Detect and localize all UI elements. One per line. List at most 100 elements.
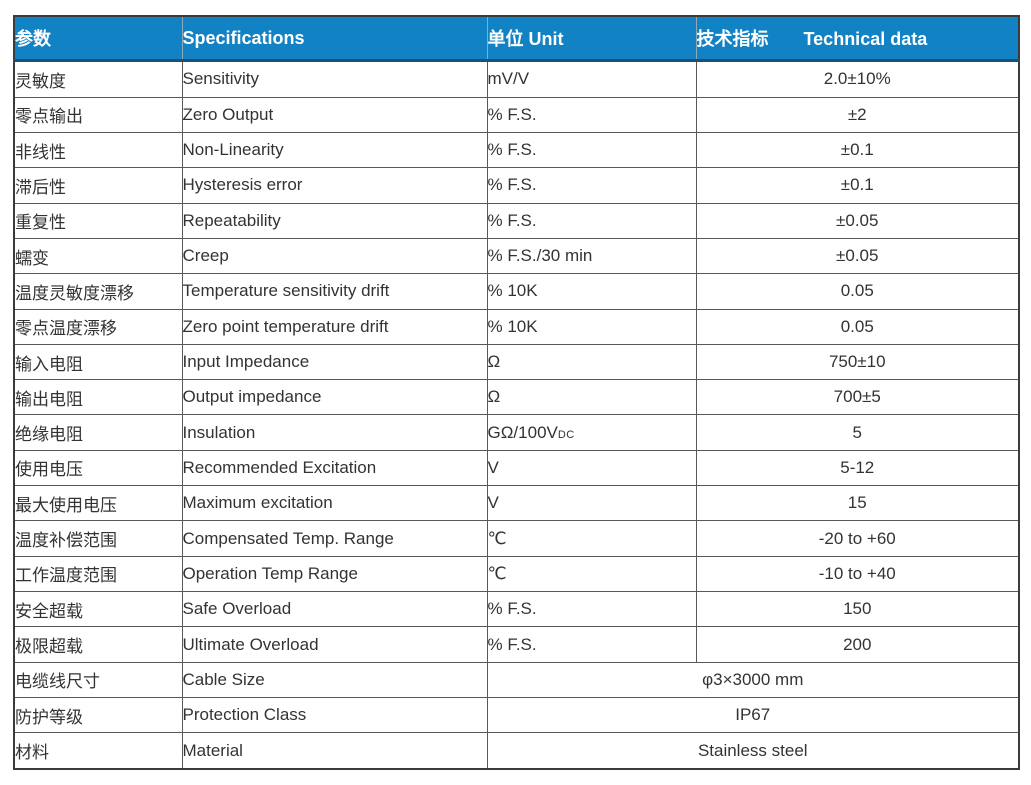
value-cell: 0.05	[695, 273, 1020, 310]
table-row: 工作温度范围 Operation Temp Range ℃ -10 to +40	[13, 555, 1020, 593]
value-cell: IP67	[486, 696, 1020, 734]
unit-subscript: DC	[557, 428, 575, 441]
spec-en-cell: Creep	[181, 237, 488, 275]
unit-cell: GΩ/100VDC	[486, 414, 697, 451]
param-cn-cell: 输出电阻	[13, 379, 183, 416]
param-cn-cell: 电缆线尺寸	[13, 661, 183, 698]
spec-en-cell: Protection Class	[181, 696, 488, 734]
table-row: 绝缘电阻 Insulation GΩ/100VDC 5	[13, 414, 1020, 451]
value-cell: -10 to +40	[695, 555, 1020, 593]
specifications-table: 参数 Specifications 单位 Unit 技术指标 Technical…	[13, 15, 1020, 770]
value-cell: ±0.1	[695, 131, 1020, 169]
value-cell: 150	[695, 591, 1020, 628]
value-cell: ±0.05	[695, 202, 1020, 239]
header-row: 参数 Specifications 单位 Unit 技术指标 Technical…	[14, 16, 1019, 62]
value-cell: ±0.05	[695, 237, 1020, 275]
param-cn-cell: 输入电阻	[13, 343, 183, 381]
unit-cell: % 10K	[486, 273, 697, 310]
param-cn-cell: 温度补偿范围	[13, 520, 183, 557]
unit-cell: % F.S.	[486, 167, 697, 204]
header-specifications: Specifications	[182, 16, 488, 62]
table-row: 蠕变 Creep% F.S./30 min ±0.05	[13, 237, 1020, 275]
table-row: 滞后性 Hysteresis error% F.S. ±0.1	[13, 167, 1020, 204]
table-row: 灵敏度 Sensitivity mV/V 2.0±10%	[13, 60, 1020, 98]
table-row: 重复性 Repeatability% F.S. ±0.05	[13, 202, 1020, 239]
unit-cell: Ω	[486, 343, 697, 381]
param-cn-cell: 材料	[13, 732, 183, 770]
param-cn-cell: 绝缘电阻	[13, 414, 183, 451]
value-cell: 200	[695, 626, 1020, 663]
unit-cell: % F.S.	[486, 626, 697, 663]
table-row: 输入电阻 Input Impedance Ω 750±10	[13, 343, 1020, 381]
spec-en-cell: Operation Temp Range	[181, 555, 488, 593]
unit-cell: % 10K	[486, 308, 697, 345]
header-unit: 单位 Unit	[487, 16, 697, 62]
spec-en-cell: Ultimate Overload	[181, 626, 488, 663]
value-cell: 750±10	[695, 343, 1020, 381]
spec-en-cell: Zero point temperature drift	[181, 308, 488, 345]
value-cell: -20 to +60	[695, 520, 1020, 557]
table-row: 最大使用电压 Maximum excitation V 15	[13, 485, 1020, 522]
table-row: 温度灵敏度漂移 Temperature sensitivity drift% 10…	[13, 273, 1020, 310]
param-cn-cell: 防护等级	[13, 696, 183, 734]
table-row: 安全超载 Safe Overload% F.S. 150	[13, 591, 1020, 628]
spec-en-cell: Non-Linearity	[181, 131, 488, 169]
table-row: 零点输出 Zero Output% F.S. ±2	[13, 96, 1020, 133]
spec-en-cell: Cable Size	[181, 661, 488, 698]
spec-en-cell: Temperature sensitivity drift	[181, 273, 488, 310]
table-row: 零点温度漂移 Zero point temperature drift% 10K 0…	[13, 308, 1020, 345]
spec-en-cell: Zero Output	[181, 96, 488, 133]
value-cell: Stainless steel	[486, 732, 1020, 770]
param-cn-cell: 安全超载	[13, 591, 183, 628]
spec-en-cell: Material	[181, 732, 488, 770]
spec-table-body: 灵敏度 Sensitivity mV/V 2.0±10% 零点输出 Zero Output…	[13, 60, 1020, 770]
param-cn-cell: 重复性	[13, 202, 183, 239]
unit-cell: ℃	[486, 555, 697, 593]
value-cell: 2.0±10%	[695, 60, 1020, 98]
spec-en-cell: Input Impedance	[181, 343, 488, 381]
spec-en-cell: Recommended Excitation	[181, 449, 488, 487]
table-row: 电缆线尺寸 Cable Size φ3×3000 mm	[13, 661, 1020, 698]
spec-en-cell: Safe Overload	[181, 591, 488, 628]
spec-en-cell: Hysteresis error	[181, 167, 488, 204]
spec-en-cell: Maximum excitation	[181, 485, 488, 522]
table-row: 材料 Material Stainless steel	[13, 732, 1020, 770]
param-cn-cell: 零点温度漂移	[13, 308, 183, 345]
table-row: 使用电压 Recommended Excitation V 5-12	[13, 449, 1020, 487]
header-param: 参数	[14, 16, 183, 62]
header-technical-en: Technical data	[803, 29, 928, 49]
param-cn-cell: 使用电压	[13, 449, 183, 487]
table-row: 非线性 Non-Linearity% F.S. ±0.1	[13, 131, 1020, 169]
value-cell: 700±5	[695, 379, 1020, 416]
param-cn-cell: 灵敏度	[13, 60, 183, 98]
param-cn-cell: 极限超载	[13, 626, 183, 663]
value-cell: 0.05	[695, 308, 1020, 345]
param-cn-cell: 零点输出	[13, 96, 183, 133]
unit-cell: Ω	[486, 379, 697, 416]
header-technical-data: 技术指标 Technical data	[696, 16, 1019, 62]
unit-cell: mV/V	[486, 60, 697, 98]
table-row: 输出电阻 Output impedance Ω 700±5	[13, 379, 1020, 416]
param-cn-cell: 温度灵敏度漂移	[13, 273, 183, 310]
spec-en-cell: Sensitivity	[181, 60, 488, 98]
param-cn-cell: 滞后性	[13, 167, 183, 204]
unit-cell: % F.S.	[486, 96, 697, 133]
value-cell: 15	[695, 485, 1020, 522]
param-cn-cell: 最大使用电压	[13, 485, 183, 522]
unit-cell: % F.S./30 min	[486, 237, 697, 275]
param-cn-cell: 工作温度范围	[13, 555, 183, 593]
unit-cell: V	[486, 449, 697, 487]
param-cn-cell: 蠕变	[13, 237, 183, 275]
value-cell: 5-12	[695, 449, 1020, 487]
unit-cell: % F.S.	[486, 591, 697, 628]
header-technical-cn: 技术指标	[696, 29, 769, 49]
table-row: 温度补偿范围 Compensated Temp. Range ℃ -20 to +60	[13, 520, 1020, 557]
spec-en-cell: Repeatability	[181, 202, 488, 239]
unit-cell: % F.S.	[486, 202, 697, 239]
value-cell: ±0.1	[695, 167, 1020, 204]
value-cell: 5	[695, 414, 1020, 451]
param-cn-cell: 非线性	[13, 131, 183, 169]
unit-cell: V	[486, 485, 697, 522]
table-row: 防护等级 Protection Class IP67	[13, 696, 1020, 734]
